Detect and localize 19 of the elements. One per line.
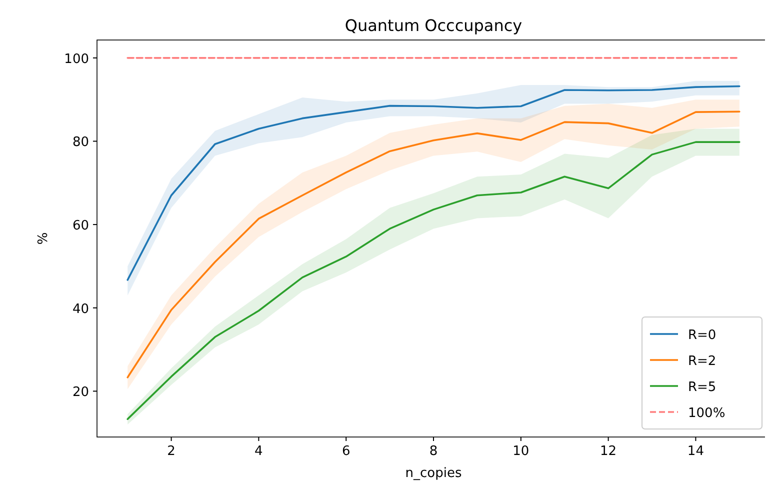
legend-label: 100% [688,406,726,421]
x-tick-label: 6 [342,444,350,459]
x-tick-label: 14 [687,444,704,459]
legend-label: R=0 [688,328,716,343]
y-tick-label: 60 [72,218,89,234]
y-tick-label: 20 [72,385,89,400]
x-tick-label: 10 [512,444,530,459]
y-axis-title: % [36,232,51,245]
y-tick-label: 80 [72,135,89,150]
legend-label: R=2 [688,354,716,369]
chart-title: Quantum Occcupancy [344,16,522,35]
y-tick-label: 100 [64,52,89,67]
x-tick-label: 8 [429,444,438,459]
x-tick-label: 4 [254,444,263,459]
x-tick-label: 12 [600,444,617,459]
legend-label: R=5 [688,380,716,395]
y-tick-label: 40 [72,302,89,317]
x-tick-label: 2 [167,444,176,459]
x-axis-title: n_copies [405,466,462,481]
